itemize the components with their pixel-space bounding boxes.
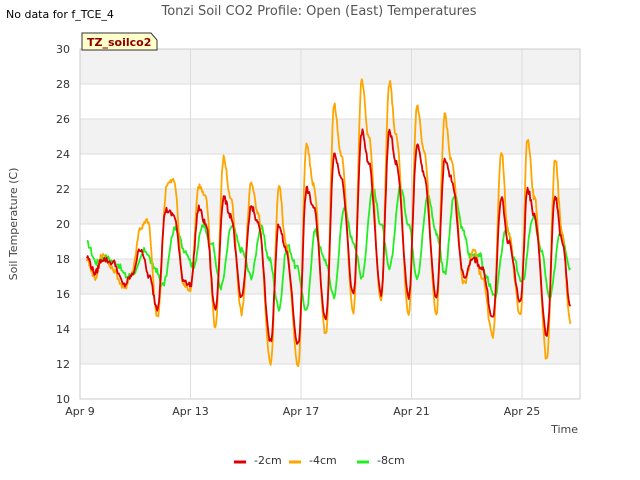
y-tick-label: 18 — [56, 253, 70, 266]
y-tick-label: 10 — [56, 393, 70, 406]
y-tick-label: 22 — [56, 183, 70, 196]
chart-title: Tonzi Soil CO2 Profile: Open (East) Temp… — [160, 4, 476, 19]
x-axis-label: Time — [550, 423, 578, 436]
legend-label: -8cm — [377, 454, 405, 467]
legend-label: -4cm — [309, 454, 337, 467]
y-tick-label: 28 — [56, 78, 70, 91]
x-tick-label: Apr 17 — [283, 405, 320, 418]
site-tag-box — [81, 32, 158, 51]
y-tick-label: 20 — [56, 218, 70, 231]
legend: -2cm -4cm -8cm — [234, 454, 405, 467]
site-tag-label: TZ_soilco2 — [87, 36, 151, 49]
y-tick-label: 12 — [56, 358, 70, 371]
series-line-minus-4cm — [86, 78, 572, 368]
y-axis-label: Soil Temperature (C) — [7, 168, 20, 281]
site-tag: TZ_soilco2 — [81, 32, 158, 51]
series-line-minus-8cm — [86, 185, 572, 312]
y-tick-label: 16 — [56, 288, 70, 301]
x-tick-label: Apr 9 — [65, 405, 95, 418]
background-band — [80, 49, 580, 84]
x-tick-label: Apr 13 — [172, 405, 209, 418]
plot-frame — [79, 48, 581, 400]
legend-label: -2cm — [254, 454, 282, 467]
x-axis: Apr 9 Apr 13 Apr 17 Apr 21 Apr 25 — [65, 405, 540, 418]
background-band — [80, 329, 580, 364]
y-tick-label: 30 — [56, 43, 70, 56]
series-line-minus-2cm — [86, 128, 572, 345]
x-tick-label: Apr 25 — [504, 405, 541, 418]
y-tick-label: 14 — [56, 323, 70, 336]
series-layer — [86, 78, 572, 368]
y-tick-label: 24 — [56, 148, 70, 161]
no-data-note: No data for f_TCE_4 — [6, 8, 114, 21]
y-tick-label: 26 — [56, 113, 70, 126]
y-axis: 10 12 14 16 18 20 22 24 26 28 30 — [56, 43, 70, 406]
x-tick-label: Apr 21 — [393, 405, 430, 418]
background-band — [80, 119, 580, 154]
